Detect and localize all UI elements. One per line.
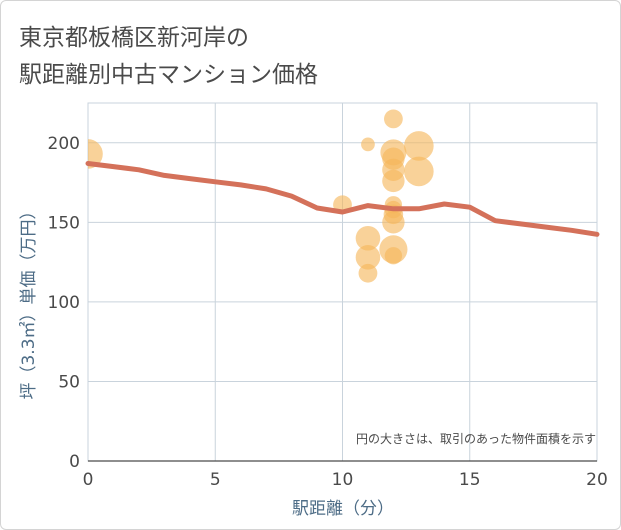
data-bubble [88, 139, 103, 169]
data-bubble [355, 245, 381, 270]
data-bubble [382, 169, 405, 193]
data-bubble [382, 211, 405, 234]
chart-title-line-1: 東京都板橋区新河岸の [19, 25, 249, 51]
y-tick-label: 150 [48, 213, 80, 233]
x-tick-label: 15 [459, 470, 481, 490]
chart-title-line-2: 駅距離別中古マンション価格 [19, 62, 318, 88]
data-bubble [404, 156, 434, 187]
data-bubble [358, 263, 378, 283]
data-bubble [361, 137, 375, 152]
y-tick-label: 50 [58, 372, 80, 392]
chart-note: 円の大きさは、取引のあった物件面積を示す [356, 431, 596, 446]
data-bubble [384, 109, 403, 129]
x-tick-label: 10 [332, 470, 354, 490]
x-tick-label: 0 [83, 470, 94, 490]
y-tick-label: 100 [48, 293, 80, 313]
data-bubble [404, 131, 434, 161]
x-tick-label: 5 [210, 470, 221, 490]
x-axis-label: 駅距離（分） [292, 499, 394, 519]
y-axis-label: 坪（3.3㎡）単価（万円） [19, 202, 39, 399]
data-bubble [355, 225, 381, 251]
x-tick-label: 20 [586, 470, 608, 490]
y-tick-label: 0 [69, 452, 80, 472]
trend-line [85, 161, 600, 237]
y-tick-label: 200 [48, 134, 80, 154]
data-bubble [384, 247, 403, 265]
